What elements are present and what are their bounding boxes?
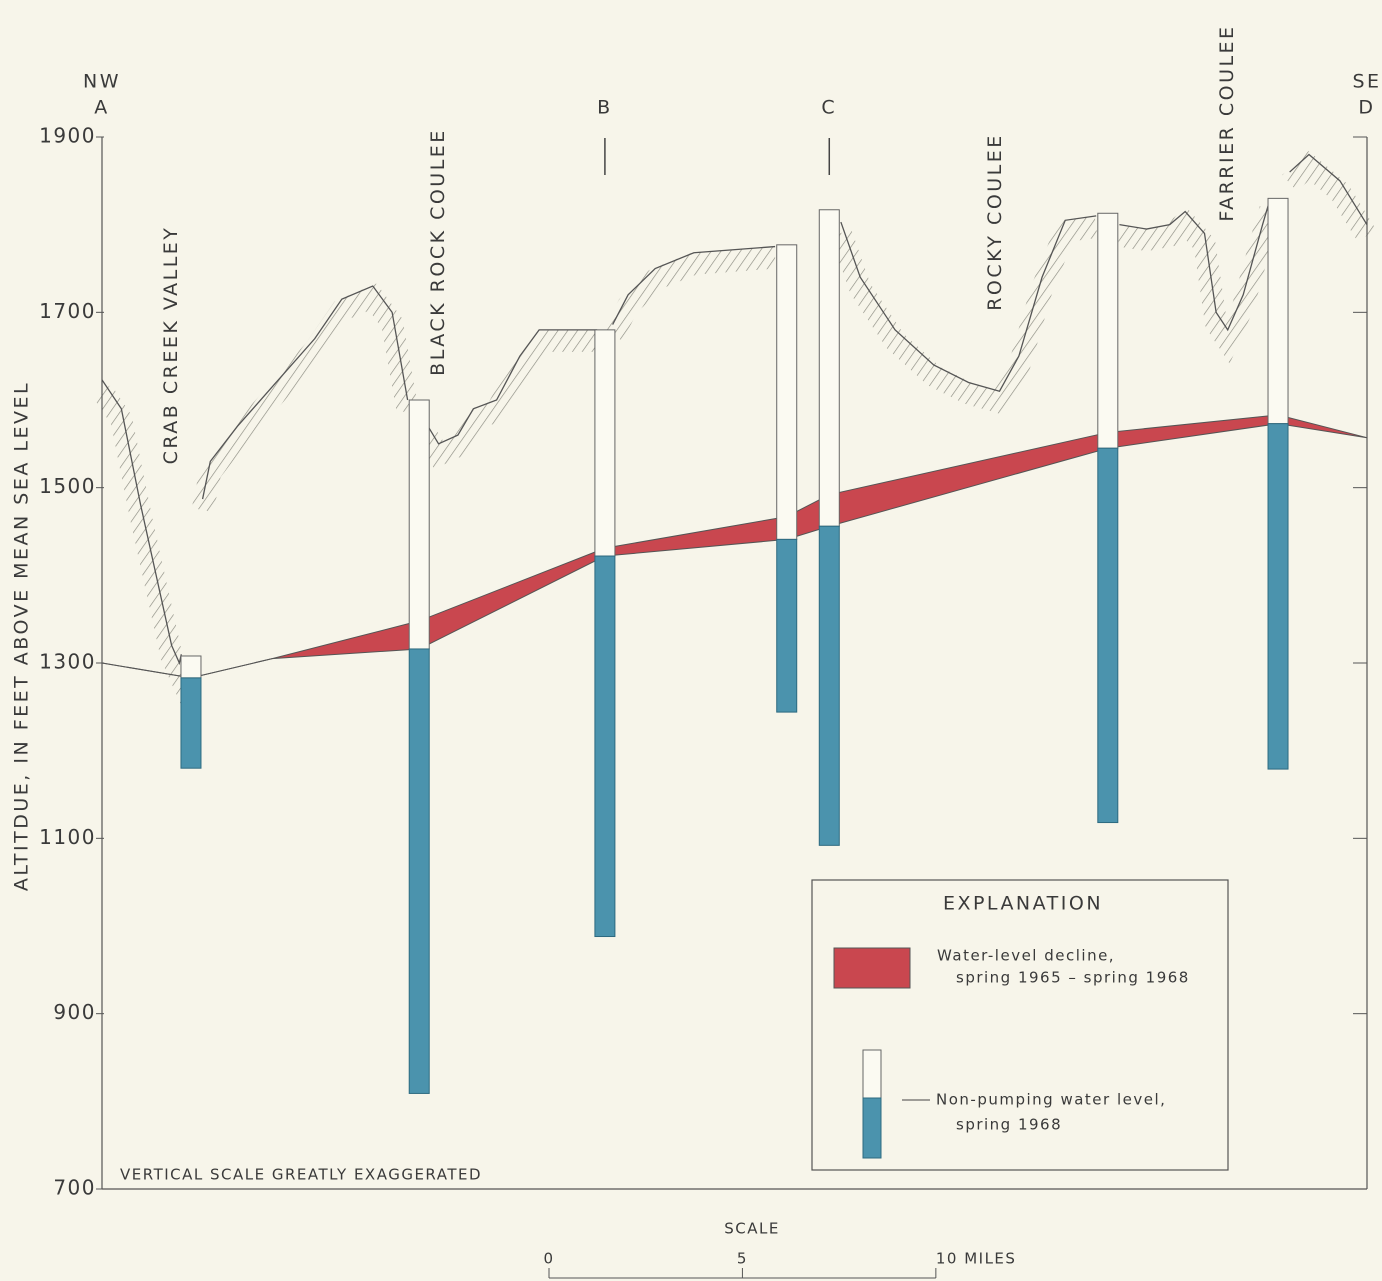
section-label: C: [821, 97, 837, 119]
feature-label: FARRIER COULEE: [1216, 24, 1238, 221]
well-casing: [409, 400, 429, 649]
feature-label: ROCKY COULEE: [984, 133, 1006, 311]
decline-area: [102, 415, 1367, 678]
direction-label: NW: [83, 71, 121, 93]
legend-text: spring 1968: [956, 1116, 1062, 1134]
legend-text: spring 1965 – spring 1968: [956, 969, 1190, 987]
well-water-column: [181, 678, 201, 768]
feature-label: BLACK ROCK COULEE: [427, 128, 449, 376]
scale-label: 5: [737, 1250, 748, 1268]
section-label: A: [94, 97, 110, 119]
y-tick-label: 900: [53, 1000, 96, 1024]
legend-swatch-casing: [863, 1050, 881, 1098]
scale-label: 0: [543, 1250, 554, 1268]
scale-title: SCALE: [724, 1220, 780, 1238]
well-casing: [1098, 213, 1118, 448]
y-tick-label: 1100: [39, 825, 96, 849]
y-tick-label: 700: [53, 1176, 96, 1200]
y-tick-label: 1500: [39, 474, 96, 498]
section-label: B: [597, 97, 613, 119]
legend-text: Non-pumping water level,: [936, 1091, 1166, 1109]
well-casing: [181, 656, 201, 678]
y-tick-label: 1900: [39, 124, 96, 148]
legend-swatch-decline: [834, 948, 910, 988]
well-water-column: [819, 526, 839, 845]
well-water-column: [1098, 448, 1118, 822]
direction-label: SE: [1352, 71, 1381, 93]
well-casing: [595, 330, 615, 556]
well-water-column: [595, 556, 615, 936]
well-casing: [819, 210, 839, 526]
note: VERTICAL SCALE GREATLY EXAGGERATED: [120, 1166, 482, 1184]
well-casing: [1268, 198, 1288, 423]
well-water-column: [1268, 424, 1288, 769]
well-water-column: [409, 649, 429, 1093]
well-water-column: [777, 539, 797, 712]
chart: ALTITDUE, IN FEET ABOVE MEAN SEA LEVEL V…: [0, 0, 1382, 1281]
y-tick-label: 1300: [39, 650, 96, 674]
y-tick-label: 1700: [39, 299, 96, 323]
land-hatch: [102, 166, 1367, 674]
legend-title: EXPLANATION: [943, 893, 1103, 915]
y-axis-label: ALTITDUE, IN FEET ABOVE MEAN SEA LEVEL: [11, 381, 33, 891]
legend-swatch-well: [863, 1098, 881, 1158]
section-label: D: [1358, 97, 1375, 119]
legend-text: Water-level decline,: [937, 947, 1115, 965]
well-casing: [777, 245, 797, 540]
water-level-1968: [102, 424, 1367, 678]
scale-label: 10 MILES: [936, 1250, 1017, 1268]
water-level-1965: [102, 415, 1367, 678]
feature-label: CRAB CREEK VALLEY: [160, 226, 182, 465]
